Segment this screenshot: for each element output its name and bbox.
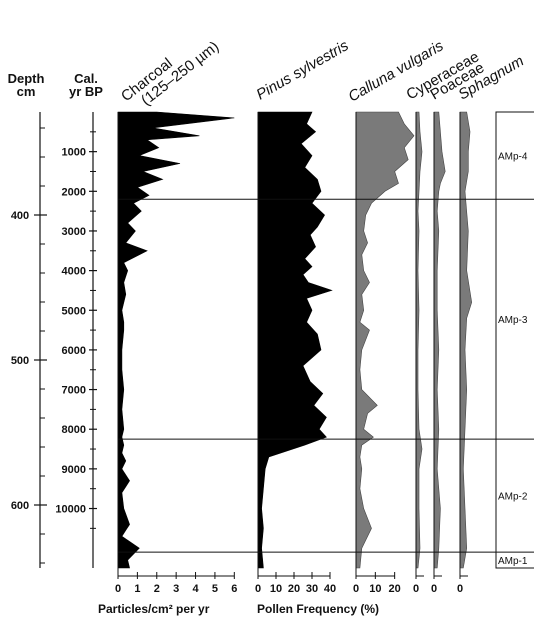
calluna-curve — [355, 111, 415, 569]
depth-unit-label: cm — [17, 84, 36, 99]
zone-label: AMp-1 — [498, 556, 528, 567]
cyperaceae-x-tick-label: 0 — [413, 583, 419, 595]
pinus-x-tick-label: 10 — [270, 583, 282, 595]
poaceae-curve — [433, 111, 446, 569]
charcoal-x-tick-label: 0 — [115, 583, 121, 595]
pinus-x-tick-label: 30 — [306, 583, 318, 595]
pinus-curve — [257, 111, 333, 569]
sphagnum-x-tick-label: 0 — [457, 583, 463, 595]
charcoal-axis-label: Particles/cm² per yr — [98, 602, 210, 616]
age-tick-label: 3000 — [62, 226, 86, 238]
depth-tick-label: 600 — [11, 500, 29, 512]
age-tick-label: 4000 — [62, 266, 86, 278]
depth-tick-label: 400 — [11, 210, 29, 222]
pinus-title: Pinus sylvestris — [254, 37, 352, 104]
sphagnum-panel: 0 — [457, 111, 473, 595]
poaceae-x-tick-label: 0 — [431, 583, 437, 595]
age-label: Cal. — [74, 71, 98, 86]
depth-label: Depth — [8, 71, 45, 86]
zone-label: AMp-3 — [498, 315, 528, 326]
charcoal-x-tick-label: 4 — [192, 583, 199, 595]
pollen-axis-label: Pollen Frequency (%) — [257, 602, 379, 616]
charcoal-x-tick-label: 3 — [173, 583, 179, 595]
calluna-x-tick-label: 10 — [369, 583, 381, 595]
age-unit-label: yr BP — [69, 84, 103, 99]
charcoal-x-tick-label: 5 — [212, 583, 218, 595]
cyperaceae-curve — [415, 111, 423, 569]
charcoal-x-tick-label: 6 — [231, 583, 237, 595]
panels: 0 1 2 3 4 5 6 0 10 20 30 40 0 10 20 0 0 0 — [115, 111, 473, 595]
pinus-x-tick-label: 20 — [288, 583, 300, 595]
zone-label: AMp-4 — [498, 152, 528, 163]
poaceae-panel: 0 — [431, 111, 446, 595]
charcoal-panel: 0 1 2 3 4 5 6 — [115, 111, 237, 595]
pinus-x-tick-label: 40 — [324, 583, 336, 595]
zone-column-box — [495, 111, 534, 569]
age-tick-label: 9000 — [62, 464, 86, 476]
cyperaceae-panel: 0 — [413, 111, 424, 595]
age-tick-label: 10000 — [55, 504, 86, 516]
left-axes: Depth cm Cal. yr BP 400 500 600 1000 2000 30… — [8, 71, 103, 568]
calluna-x-tick-label: 20 — [389, 583, 401, 595]
pinus-panel: 0 10 20 30 40 — [255, 111, 336, 595]
zone-boundaries: AMp-4 AMp-3 AMp-2 AMp-1 — [118, 111, 534, 569]
calluna-x-tick-label: 0 — [353, 583, 359, 595]
depth-tick-label: 500 — [11, 355, 29, 367]
sphagnum-curve — [459, 111, 473, 569]
column-headers: Charcoal (125–250 µm) Pinus sylvestris C… — [118, 37, 527, 109]
age-tick-label: 8000 — [62, 424, 86, 436]
age-tick-label: 2000 — [62, 186, 86, 198]
charcoal-x-tick-label: 1 — [134, 583, 140, 595]
zone-label: AMp-2 — [498, 492, 528, 503]
age-tick-label: 7000 — [62, 385, 86, 397]
calluna-panel: 0 10 20 — [353, 111, 415, 595]
charcoal-x-tick-label: 2 — [154, 583, 160, 595]
age-tick-label: 5000 — [62, 305, 86, 317]
age-tick-label: 6000 — [62, 345, 86, 357]
pinus-x-tick-label: 0 — [255, 583, 261, 595]
age-tick-label: 1000 — [62, 147, 86, 159]
charcoal-curve — [117, 111, 235, 569]
